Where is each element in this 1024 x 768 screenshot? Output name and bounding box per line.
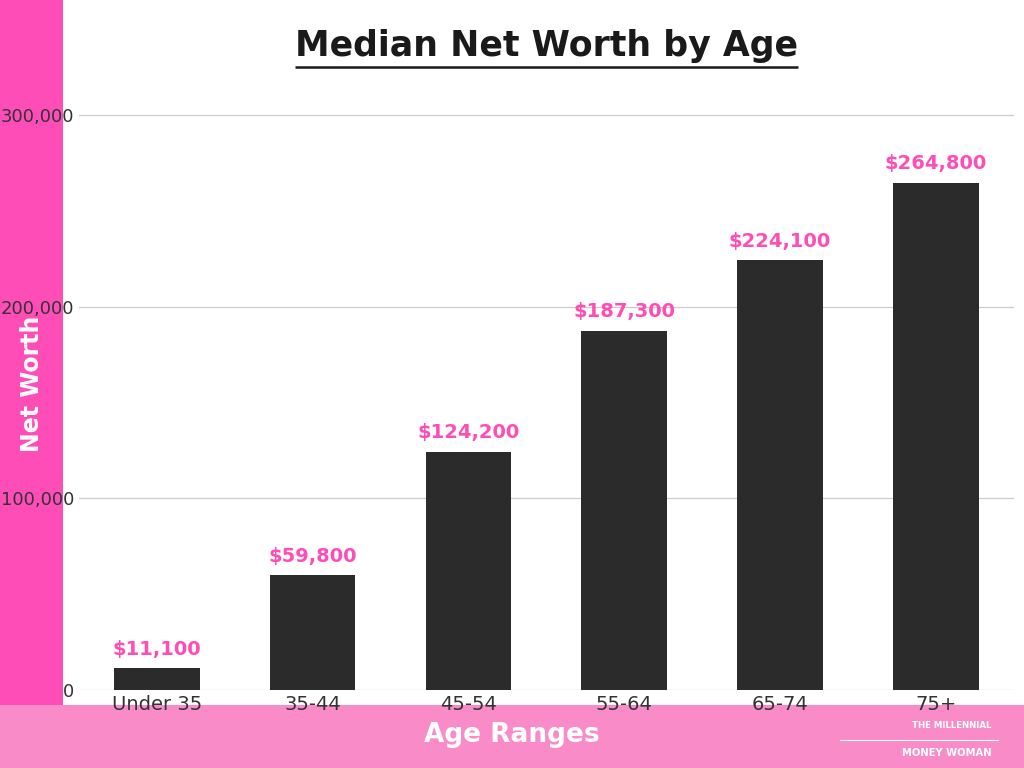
Bar: [114, 668, 200, 690]
Bar: [426, 452, 511, 690]
Bar: [269, 575, 355, 690]
Text: $124,200: $124,200: [417, 423, 519, 442]
Text: $224,100: $224,100: [729, 232, 831, 251]
Text: THE MILLENNIAL: THE MILLENNIAL: [911, 720, 991, 730]
Text: $187,300: $187,300: [573, 303, 675, 321]
Text: Median Net Worth by Age: Median Net Worth by Age: [295, 29, 798, 63]
Bar: [737, 260, 823, 690]
Text: $264,800: $264,800: [885, 154, 987, 173]
Text: Age Ranges: Age Ranges: [424, 722, 600, 748]
Text: $59,800: $59,800: [268, 547, 356, 565]
Bar: [582, 331, 667, 690]
Text: MONEY WOMAN: MONEY WOMAN: [901, 748, 991, 758]
Text: $11,100: $11,100: [113, 640, 201, 659]
Bar: [893, 183, 979, 690]
Text: Net Worth: Net Worth: [19, 316, 44, 452]
